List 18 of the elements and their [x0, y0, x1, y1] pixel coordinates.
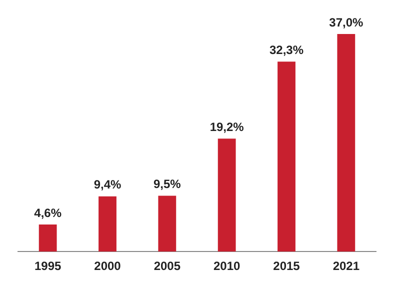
x-tick-label: 2000	[94, 259, 122, 274]
data-label: 9,4%	[94, 178, 122, 192]
x-tick-label: 2010	[213, 259, 241, 274]
data-label: 32,3%	[269, 42, 304, 57]
bar	[278, 62, 296, 252]
bar	[98, 196, 116, 252]
data-label: 4,6%	[34, 206, 62, 220]
x-tick-label: 2015	[273, 259, 300, 274]
data-label: 19,2%	[210, 120, 244, 134]
bar	[218, 138, 236, 252]
bar	[158, 196, 176, 252]
x-tick-label: 2021	[332, 259, 360, 274]
data-label: 37,0%	[329, 15, 364, 30]
x-tick-label: 1995	[34, 259, 62, 274]
x-tick-label: 2005	[154, 259, 181, 274]
bar	[337, 34, 356, 252]
data-label: 9,5%	[153, 177, 182, 192]
bar	[38, 224, 57, 252]
